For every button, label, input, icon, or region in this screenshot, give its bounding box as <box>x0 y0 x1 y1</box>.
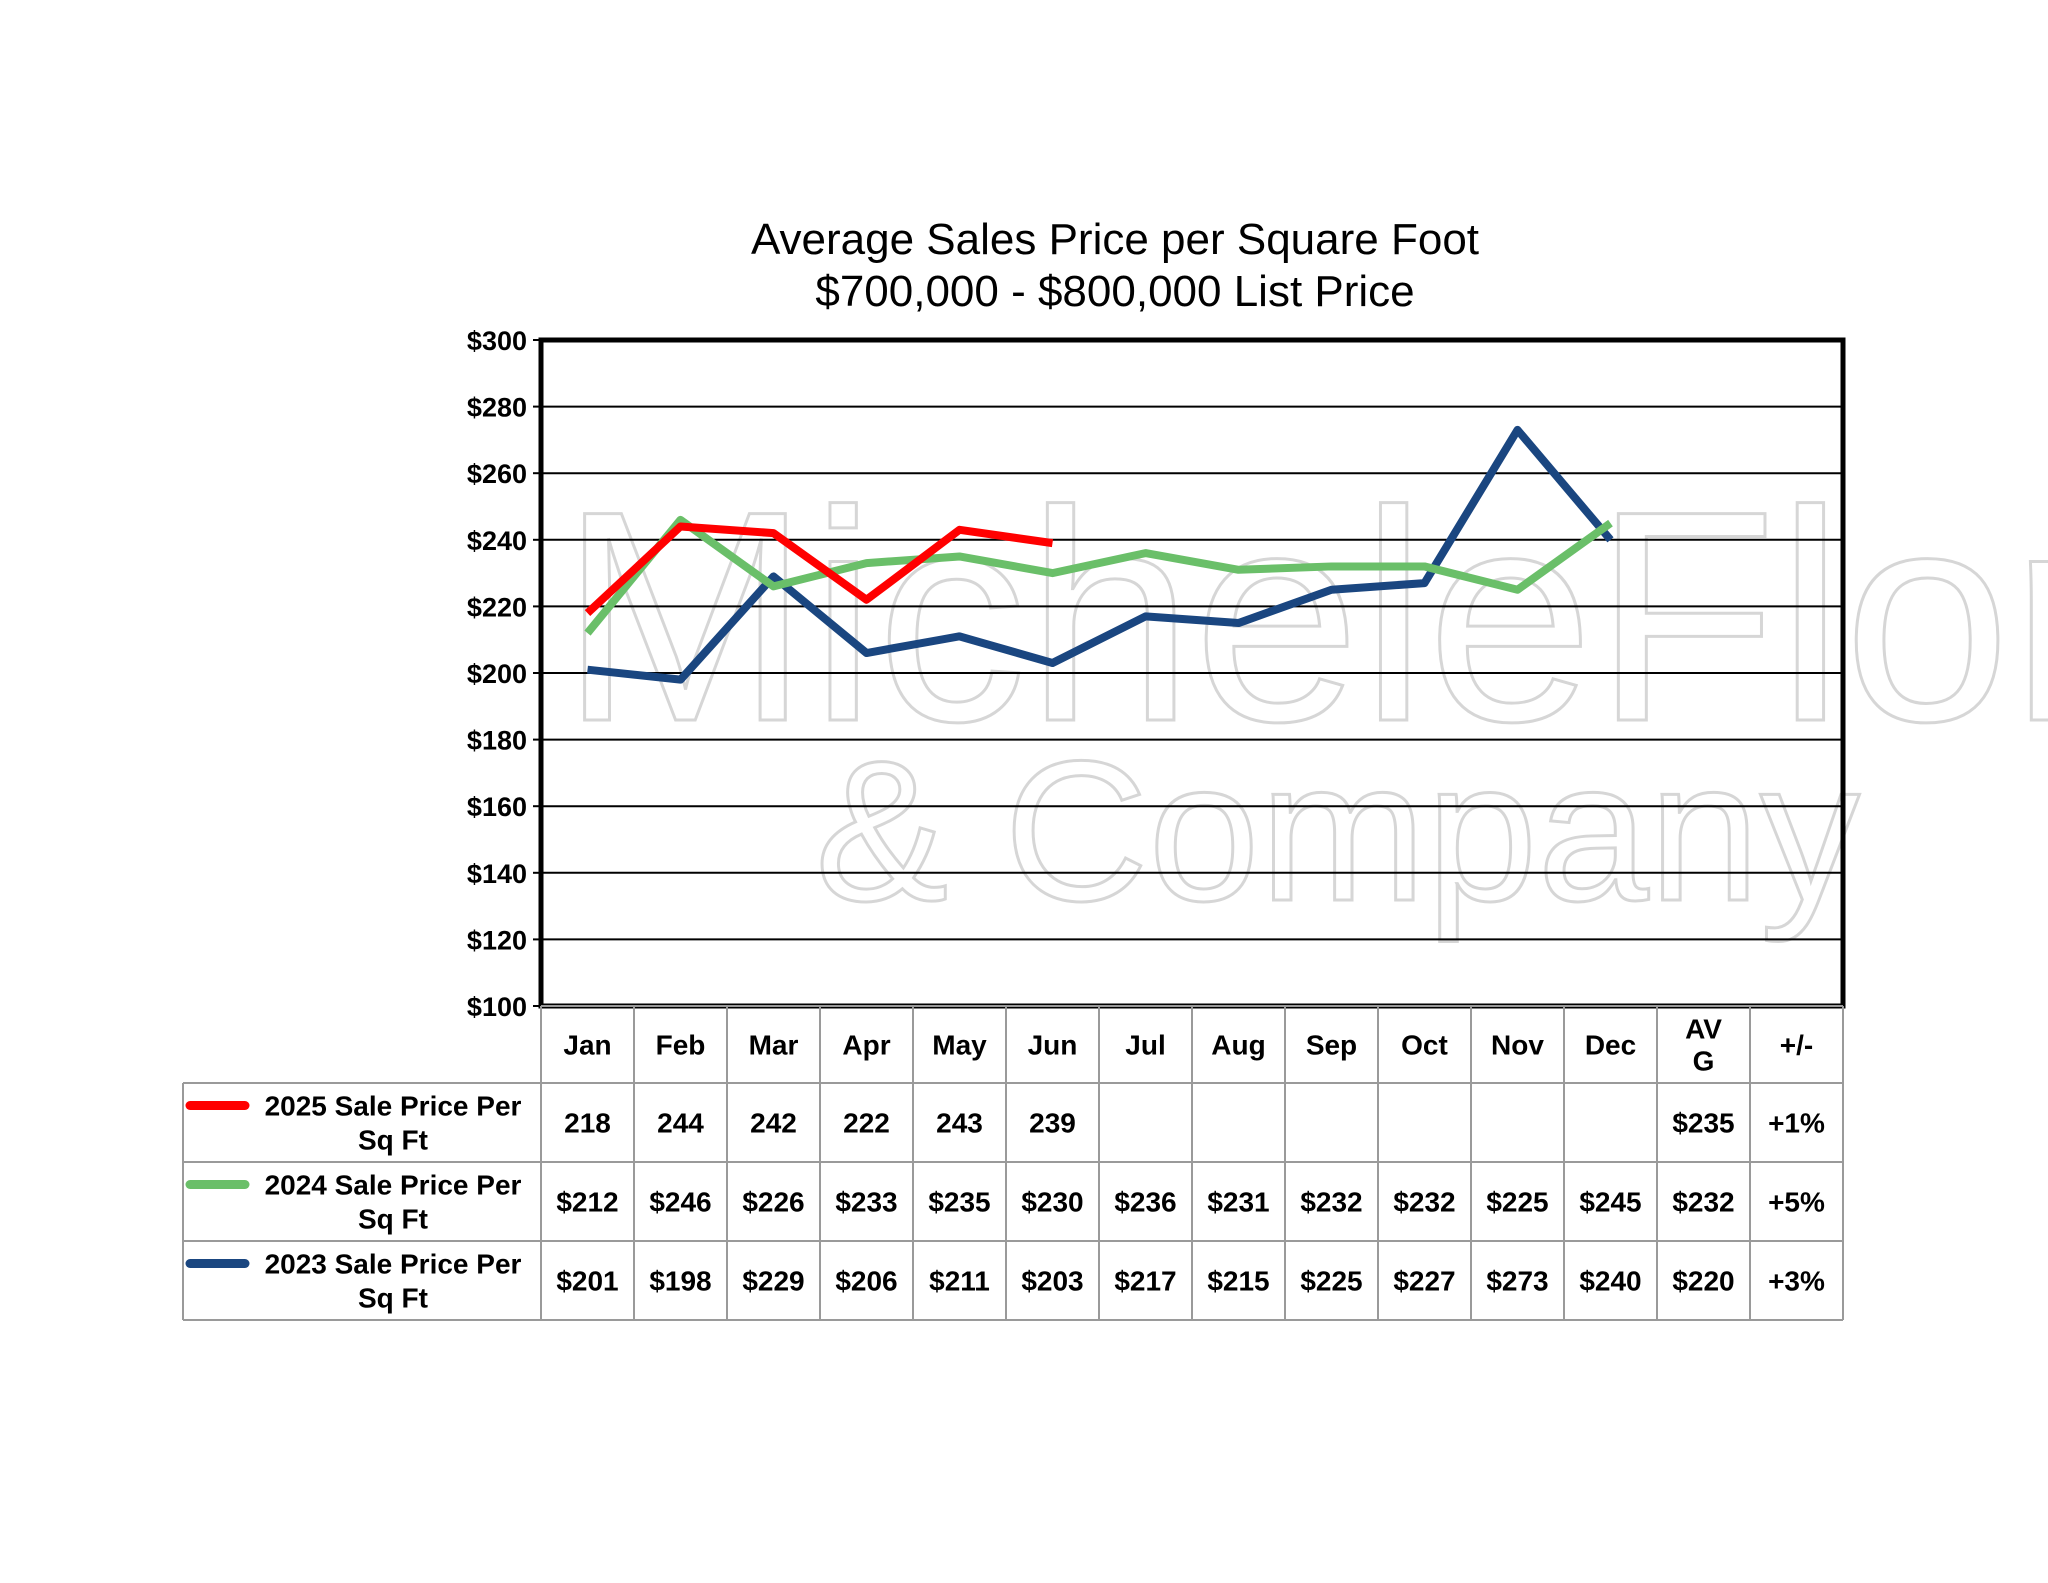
y-tick-label: $100 <box>467 992 527 1022</box>
table-header-change: +/- <box>1780 1030 1813 1061</box>
legend-label: Sq Ft <box>358 1204 428 1235</box>
table-cell: 239 <box>1029 1108 1076 1139</box>
y-axis-ticks: $100 $120 $140 $160 $180 $200 $220 $240 $260 $280… <box>467 326 541 1022</box>
table-cell: $201 <box>556 1266 618 1297</box>
table-cell: 222 <box>843 1108 890 1139</box>
table-cell: $240 <box>1579 1266 1641 1297</box>
chart-subtitle: $700,000 - $800,000 List Price <box>815 267 1414 316</box>
y-tick-label: $280 <box>467 393 527 423</box>
table-header-month: Jun <box>1028 1030 1078 1061</box>
table-cell: $206 <box>835 1266 897 1297</box>
y-tick-label: $180 <box>467 726 527 756</box>
table-cell: $231 <box>1207 1187 1269 1218</box>
table-header-avg: G <box>1693 1046 1715 1077</box>
y-tick-label: $120 <box>467 925 527 955</box>
table-cell: $232 <box>1393 1187 1455 1218</box>
table-cell-avg: $235 <box>1672 1108 1734 1139</box>
table-header-month: Sep <box>1306 1030 1357 1061</box>
legend-label: 2024 Sale Price Per <box>265 1170 522 1201</box>
table-cell: $245 <box>1579 1187 1641 1218</box>
series-line <box>587 425 1614 684</box>
legend-label: 2025 Sale Price Per <box>265 1091 522 1122</box>
table-header-month: Oct <box>1401 1030 1448 1061</box>
table-cell: $232 <box>1300 1187 1362 1218</box>
table-header-month: Apr <box>842 1030 890 1061</box>
data-table: Jan Feb Mar Apr May Jun Jul Aug Sep Oct Nov Dec AVG +… <box>182 1005 1844 1321</box>
y-tick-label: $240 <box>467 526 527 556</box>
table-cell: $235 <box>928 1187 990 1218</box>
table-cell: $229 <box>742 1266 804 1297</box>
table-cell: $203 <box>1021 1266 1083 1297</box>
table-cell: 244 <box>657 1108 704 1139</box>
table-cell: $225 <box>1300 1266 1362 1297</box>
table-cell: $198 <box>649 1266 711 1297</box>
y-tick-label: $220 <box>467 592 527 622</box>
table-cell: $212 <box>556 1187 618 1218</box>
gridlines <box>541 405 1843 941</box>
table-header-month: Dec <box>1585 1030 1636 1061</box>
series-line <box>584 515 1613 636</box>
series-lines <box>584 425 1614 684</box>
table-cell: $225 <box>1486 1187 1548 1218</box>
y-tick-label: $260 <box>467 459 527 489</box>
table-header-avg: AV <box>1685 1014 1722 1045</box>
table-header-month: May <box>932 1030 987 1061</box>
table-cell: $246 <box>649 1187 711 1218</box>
legend-label: Sq Ft <box>358 1125 428 1156</box>
table-header-month: Nov <box>1491 1030 1544 1061</box>
table-header-month: Feb <box>656 1030 706 1061</box>
table-cell: $236 <box>1114 1187 1176 1218</box>
table-cell-avg: $220 <box>1672 1266 1734 1297</box>
table-cell: $226 <box>742 1187 804 1218</box>
chart-title: Average Sales Price per Square Foot <box>751 215 1479 264</box>
legend-label: 2023 Sale Price Per <box>265 1249 522 1280</box>
table-cell: $273 <box>1486 1266 1548 1297</box>
table-cell: $211 <box>929 1266 990 1297</box>
series-line <box>584 522 1054 616</box>
y-tick-label: $140 <box>467 859 527 889</box>
y-tick-label: $300 <box>467 326 527 356</box>
y-tick-label: $160 <box>467 792 527 822</box>
table-header-month: Jul <box>1125 1030 1165 1061</box>
watermark-text-2: & Company <box>815 720 1860 943</box>
table-cell-avg: $232 <box>1672 1187 1734 1218</box>
table-cell-change: +3% <box>1768 1266 1825 1297</box>
table-cell: 243 <box>936 1108 983 1139</box>
table-header-month: Aug <box>1211 1030 1265 1061</box>
table-cell: $227 <box>1393 1266 1455 1297</box>
table-cell: $215 <box>1207 1266 1269 1297</box>
watermark-logo: MicheleFlory & Company <box>559 447 2048 945</box>
legend-label: Sq Ft <box>358 1283 428 1314</box>
table-cell-change: +1% <box>1768 1108 1825 1139</box>
table-cell: 218 <box>564 1108 611 1139</box>
table-cell: 242 <box>750 1108 797 1139</box>
table-cell: $217 <box>1114 1266 1176 1297</box>
table-header-month: Mar <box>749 1030 799 1061</box>
table-cell: $233 <box>835 1187 897 1218</box>
table-header-month: Jan <box>563 1030 611 1061</box>
table-cell-change: +5% <box>1768 1187 1825 1218</box>
watermark-text-1: MicheleFlory <box>560 448 2048 786</box>
table-cell: $230 <box>1021 1187 1083 1218</box>
y-tick-label: $200 <box>467 659 527 689</box>
